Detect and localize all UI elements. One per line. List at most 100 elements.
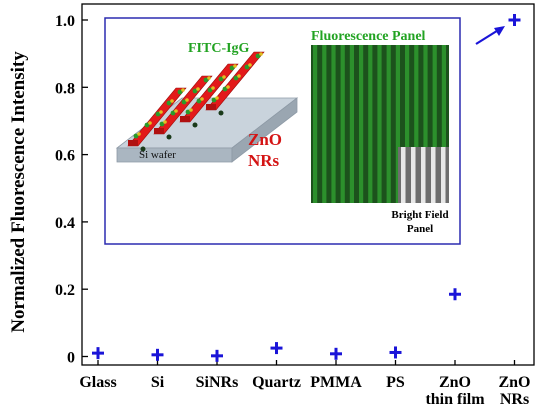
fluorescence-stripe [414, 45, 419, 203]
fluorescence-stripe [395, 45, 400, 203]
antibody-dot [203, 77, 209, 83]
y-tick-label: 0.4 [55, 215, 75, 232]
antibody-dot [229, 65, 235, 71]
fluorescence-stripe [331, 45, 336, 203]
data-point [211, 349, 223, 362]
antibody-dot [181, 88, 185, 92]
data-point [389, 346, 402, 359]
antibody-dot [196, 87, 200, 91]
antibody-dot [237, 74, 241, 78]
antibody-dot [215, 96, 219, 100]
fluorescence-stripe [313, 45, 318, 203]
fluorescence-stripe [349, 45, 354, 203]
nanorod-edge [154, 128, 164, 134]
y-tick-label: 0.2 [55, 282, 75, 299]
antibody-dot [144, 122, 150, 128]
fluorescence-stripes [313, 45, 446, 203]
bright-field-stripe [421, 147, 426, 203]
antibody-dot [174, 109, 178, 113]
bright-field-label-line1: Bright Field [391, 209, 448, 221]
antibody-dot [177, 89, 183, 95]
particle-dot [218, 110, 224, 116]
nanorod-edge [206, 104, 216, 110]
data-points [92, 14, 521, 362]
y-tick-label: 1.0 [55, 13, 75, 30]
zno-label-line1: ZnO [248, 130, 282, 149]
data-point [449, 288, 461, 301]
zno-label-line2: NRs [248, 151, 280, 170]
antibody-dot [226, 85, 230, 89]
antibody-dot [155, 111, 161, 117]
y-axis: 0 0.2 0.4 0.6 0.8 1.0 [55, 13, 88, 367]
data-point [92, 347, 104, 360]
x-tick-label: SiNRs [196, 374, 239, 391]
antibody-dot [163, 120, 167, 124]
antibody-dot [200, 97, 204, 101]
fluorescence-stripe [441, 45, 446, 203]
fluorescence-stripe [405, 45, 410, 203]
antibody-dot [170, 110, 176, 116]
y-tick-label: 0 [67, 350, 75, 367]
data-point [508, 14, 521, 26]
antibody-dot [218, 76, 224, 82]
antibody-dot [244, 64, 250, 70]
data-point [270, 342, 283, 355]
schematic: Si wafer [115, 51, 299, 163]
antibody-dot [255, 53, 261, 59]
antibody-dot [222, 75, 226, 79]
x-tick-label: ZnO [498, 374, 530, 391]
wafer-label: Si wafer [139, 149, 176, 161]
antibody-dot [207, 76, 211, 80]
antibody-dot [192, 88, 198, 94]
pointer-arrow [475, 26, 505, 45]
antibody-dot [259, 52, 263, 56]
plot-frame [81, 3, 535, 366]
wafer-side [231, 97, 298, 163]
antibody-dot [166, 100, 172, 106]
fluorescence-stripe [423, 45, 428, 203]
antibody-dot [185, 109, 191, 115]
fluorescence-stripe [322, 45, 327, 203]
bright-field-stripes [401, 147, 446, 203]
antibody-dot [233, 64, 237, 68]
particle-dot [140, 146, 146, 152]
antibody-dot [159, 110, 163, 114]
fluorescence-stripe [377, 45, 382, 203]
antibody-dot [189, 108, 193, 112]
x-tick-label: PS [386, 374, 405, 391]
y-axis-label: Normalized Fluorescence Intensity [8, 51, 29, 333]
bright-field-stripe [441, 147, 446, 203]
antibody-dot [133, 133, 139, 139]
data-point [151, 348, 164, 361]
antibody-dot [211, 97, 217, 103]
nanorod-array [127, 51, 265, 152]
bright-field-stripe [431, 147, 436, 203]
fitc-label: FITC-IgG [188, 41, 250, 56]
nanorod-edge [128, 140, 138, 146]
fluorescence-label: Fluorescence Panel [311, 29, 426, 44]
fluorescence-stripe [432, 45, 437, 203]
bright-field-stripe [411, 147, 416, 203]
bright-field-stripe [401, 147, 406, 203]
antibody-dot [248, 63, 252, 67]
y-tick-label: 0.8 [55, 80, 75, 97]
y-tick-label: 0.6 [55, 148, 75, 165]
x-tick-label: thin film [425, 391, 485, 408]
x-tick-label: Quartz [252, 374, 301, 391]
particle-dot [192, 122, 198, 128]
bright-field-label-line2: Panel [407, 223, 433, 235]
x-tick-label: Glass [79, 374, 116, 391]
antibody-dot [211, 86, 215, 90]
fluorescence-stripe [368, 45, 373, 203]
antibody-dot [185, 98, 189, 102]
antibody-dot [137, 132, 141, 136]
x-tick-label: ZnO [439, 374, 471, 391]
data-point [330, 347, 342, 360]
x-tick-label: PMMA [310, 374, 362, 391]
fluorescence-stripe [340, 45, 345, 203]
x-tick-label: NRs [500, 391, 529, 408]
antibody-dot [181, 99, 187, 105]
particle-dot [166, 134, 172, 140]
